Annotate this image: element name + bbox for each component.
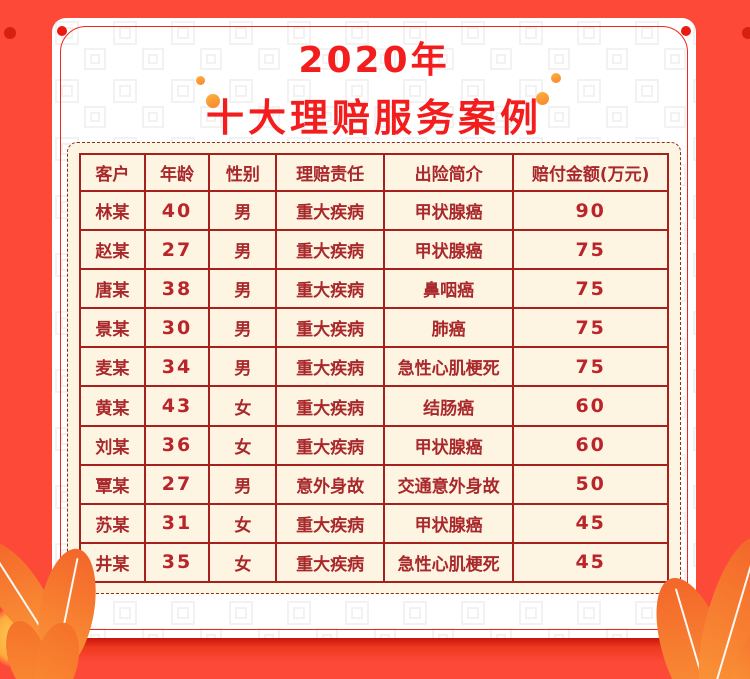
table-cell: 重大疾病 [275, 346, 385, 388]
table-cell: 女 [208, 424, 278, 466]
table-cell: 黄某 [79, 385, 146, 427]
title-accent-dot-icon [536, 92, 549, 105]
title-accent-dot-icon [196, 76, 205, 85]
table-cell: 急性心肌梗死 [382, 541, 515, 584]
poster-title: 2020年 [298, 40, 450, 81]
table-row: 景某 30 男重大疾病 肺癌 75 [79, 307, 669, 349]
table-cell: 男 [208, 463, 278, 505]
table-cell: 甲状腺癌 [382, 502, 515, 544]
column-header: 出险简介 [382, 153, 515, 192]
column-header: 客户 [79, 153, 146, 192]
table-cell: 重大疾病 [275, 502, 385, 544]
table-cell: 75 [512, 346, 669, 388]
column-header: 赔付金额(万元) [512, 153, 669, 192]
table-cell: 31 [143, 502, 211, 544]
table-row: 刘某 36 女重大疾病 甲状腺癌 60 [79, 424, 669, 466]
table-cell: 苏某 [79, 502, 146, 544]
table-cell: 男 [208, 189, 278, 232]
table-cell: 36 [143, 424, 211, 466]
table-cell: 甲状腺癌 [382, 424, 515, 466]
column-header: 性别 [208, 153, 278, 192]
table-row: 唐某 38 男重大疾病 鼻咽癌 75 [79, 268, 669, 310]
table-cell: 赵某 [79, 229, 146, 271]
table-cell: 重大疾病 [275, 268, 385, 310]
claims-table-container: 客户 年龄 性别 理赔责任 出险简介 赔付金额(万元) 林某 40 男重大疾病 甲状腺癌 90 赵某… [67, 142, 681, 594]
column-header: 年龄 [143, 153, 211, 192]
table-header-row: 客户 年龄 性别 理赔责任 出险简介 赔付金额(万元) [79, 153, 669, 192]
table-cell: 40 [143, 189, 211, 232]
table-cell: 38 [143, 268, 211, 310]
table-cell: 27 [143, 463, 211, 505]
table-cell: 交通意外身故 [382, 463, 515, 505]
table-cell: 重大疾病 [275, 229, 385, 271]
table-cell: 男 [208, 229, 278, 271]
table-cell: 林某 [79, 189, 146, 232]
table-cell: 甲状腺癌 [382, 229, 515, 271]
table-cell: 男 [208, 268, 278, 310]
table-row: 赵某 27 男重大疾病 甲状腺癌 75 [79, 229, 669, 271]
table-cell: 刘某 [79, 424, 146, 466]
table-cell: 女 [208, 502, 278, 544]
table-cell: 女 [208, 385, 278, 427]
column-header: 理赔责任 [275, 153, 385, 192]
corner-dot-left-icon [57, 26, 67, 36]
table-cell: 35 [143, 541, 211, 584]
table-cell: 景某 [79, 307, 146, 349]
table-cell: 肺癌 [382, 307, 515, 349]
title-accent-dot-icon [206, 94, 220, 108]
background-dot-right-icon [742, 27, 750, 39]
table-cell: 50 [512, 463, 669, 505]
table-cell: 60 [512, 385, 669, 427]
table-cell: 意外身故 [275, 463, 385, 505]
table-cell: 男 [208, 307, 278, 349]
table-cell: 麦某 [79, 346, 146, 388]
poster-subtitle: 十大理赔服务案例 [205, 95, 542, 140]
table-cell: 27 [143, 229, 211, 271]
title-area: 2020年 十大理赔服务案例 [52, 18, 696, 142]
table-row: 覃某 27 男意外身故 交通意外身故 50 [79, 463, 669, 505]
table-cell: 75 [512, 307, 669, 349]
table-cell: 34 [143, 346, 211, 388]
table-cell: 重大疾病 [275, 189, 385, 232]
background-dot-left-icon [4, 27, 16, 39]
title-accent-dot-icon [551, 73, 561, 83]
table-cell: 90 [512, 189, 669, 232]
table-row: 井某 35 女重大疾病 急性心肌梗死 45 [79, 541, 669, 584]
claims-table: 客户 年龄 性别 理赔责任 出险简介 赔付金额(万元) 林某 40 男重大疾病 甲状腺癌 90 赵某… [79, 153, 669, 584]
table-cell: 60 [512, 424, 669, 466]
corner-dot-right-icon [681, 26, 691, 36]
table-cell: 结肠癌 [382, 385, 515, 427]
table-cell: 女 [208, 541, 278, 584]
table-cell: 75 [512, 229, 669, 271]
table-cell: 重大疾病 [275, 541, 385, 584]
table-cell: 重大疾病 [275, 424, 385, 466]
card: 2020年 十大理赔服务案例 客户 年龄 性别 理赔责任 出险简介 赔付金额(万元) 林某… [52, 18, 696, 638]
table-cell: 唐某 [79, 268, 146, 310]
table-row: 麦某 34 男重大疾病 急性心肌梗死 75 [79, 346, 669, 388]
table-cell: 75 [512, 268, 669, 310]
table-cell: 45 [512, 502, 669, 544]
table-cell: 45 [512, 541, 669, 584]
table-cell: 鼻咽癌 [382, 268, 515, 310]
table-cell: 甲状腺癌 [382, 189, 515, 232]
table-row: 林某 40 男重大疾病 甲状腺癌 90 [79, 189, 669, 232]
table-cell: 43 [143, 385, 211, 427]
table-cell: 覃某 [79, 463, 146, 505]
table-row: 苏某 31 女重大疾病 甲状腺癌 45 [79, 502, 669, 544]
table-cell: 重大疾病 [275, 385, 385, 427]
table-cell: 急性心肌梗死 [382, 346, 515, 388]
table-cell: 男 [208, 346, 278, 388]
table-row: 黄某 43 女重大疾病 结肠癌 60 [79, 385, 669, 427]
table-cell: 30 [143, 307, 211, 349]
table-cell: 重大疾病 [275, 307, 385, 349]
